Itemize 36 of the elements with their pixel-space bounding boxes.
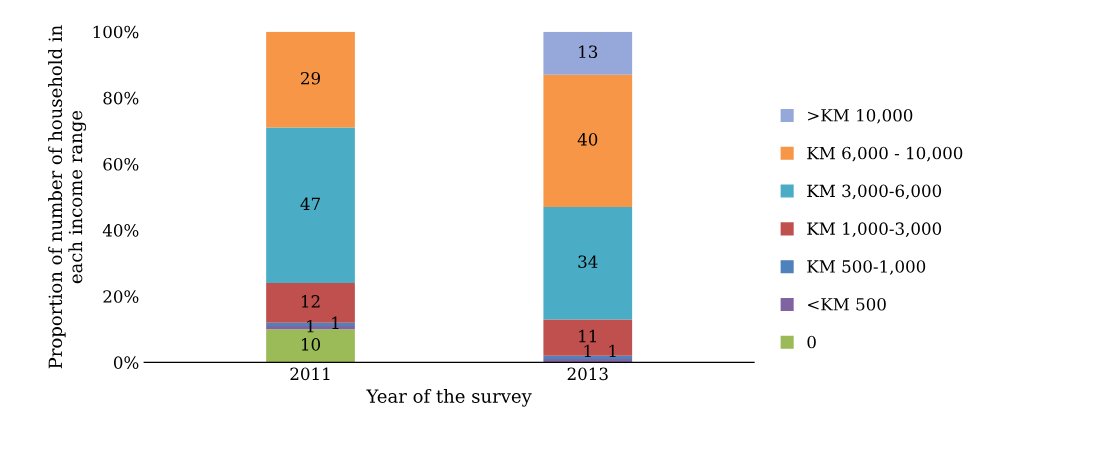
data-label: 47	[300, 197, 320, 210]
x-tick-label: 2013	[567, 367, 608, 381]
y-tick-label: 100%	[93, 25, 139, 39]
legend-label: KM 6,000 - 10,000	[807, 146, 963, 162]
y-tick-label: 80%	[103, 91, 139, 105]
data-label: 1	[609, 344, 616, 358]
y-tick-label: 40%	[102, 224, 139, 237]
data-label: 1	[584, 344, 591, 358]
bar	[543, 319, 633, 356]
x-axis-title: Year of the survey	[366, 388, 532, 407]
data-label: 40	[577, 133, 598, 146]
bar	[543, 74, 633, 207]
data-label: 11	[579, 329, 597, 343]
y-tick-label: 60%	[103, 157, 139, 171]
bar	[543, 31, 633, 75]
bar	[543, 206, 633, 320]
data-label: 13	[579, 45, 598, 59]
bar	[543, 359, 633, 363]
data-label: 34	[578, 255, 598, 269]
bar	[266, 31, 355, 128]
data-label: 12	[301, 295, 320, 308]
data-label: 1	[332, 316, 339, 329]
data-label: 1	[307, 319, 314, 333]
legend-label: KM 3,000-6,000	[807, 184, 942, 200]
legend-label: KM 1,000-3,000	[807, 222, 942, 237]
y-tick-label: 0%	[113, 356, 139, 369]
data-label: 10	[301, 338, 321, 351]
x-tick-label: 2011	[290, 367, 330, 381]
legend-label: <KM 500	[808, 297, 886, 311]
legend-label: KM 500-1,000	[807, 260, 926, 275]
bar	[266, 127, 355, 284]
y-tick-label: 20%	[103, 290, 139, 303]
y-axis-title: Proportion of number of household in each income range	[48, 25, 87, 369]
legend-label: >KM 10,000	[808, 108, 913, 124]
legend-label: 0	[807, 335, 816, 349]
data-label: 29	[301, 71, 320, 85]
